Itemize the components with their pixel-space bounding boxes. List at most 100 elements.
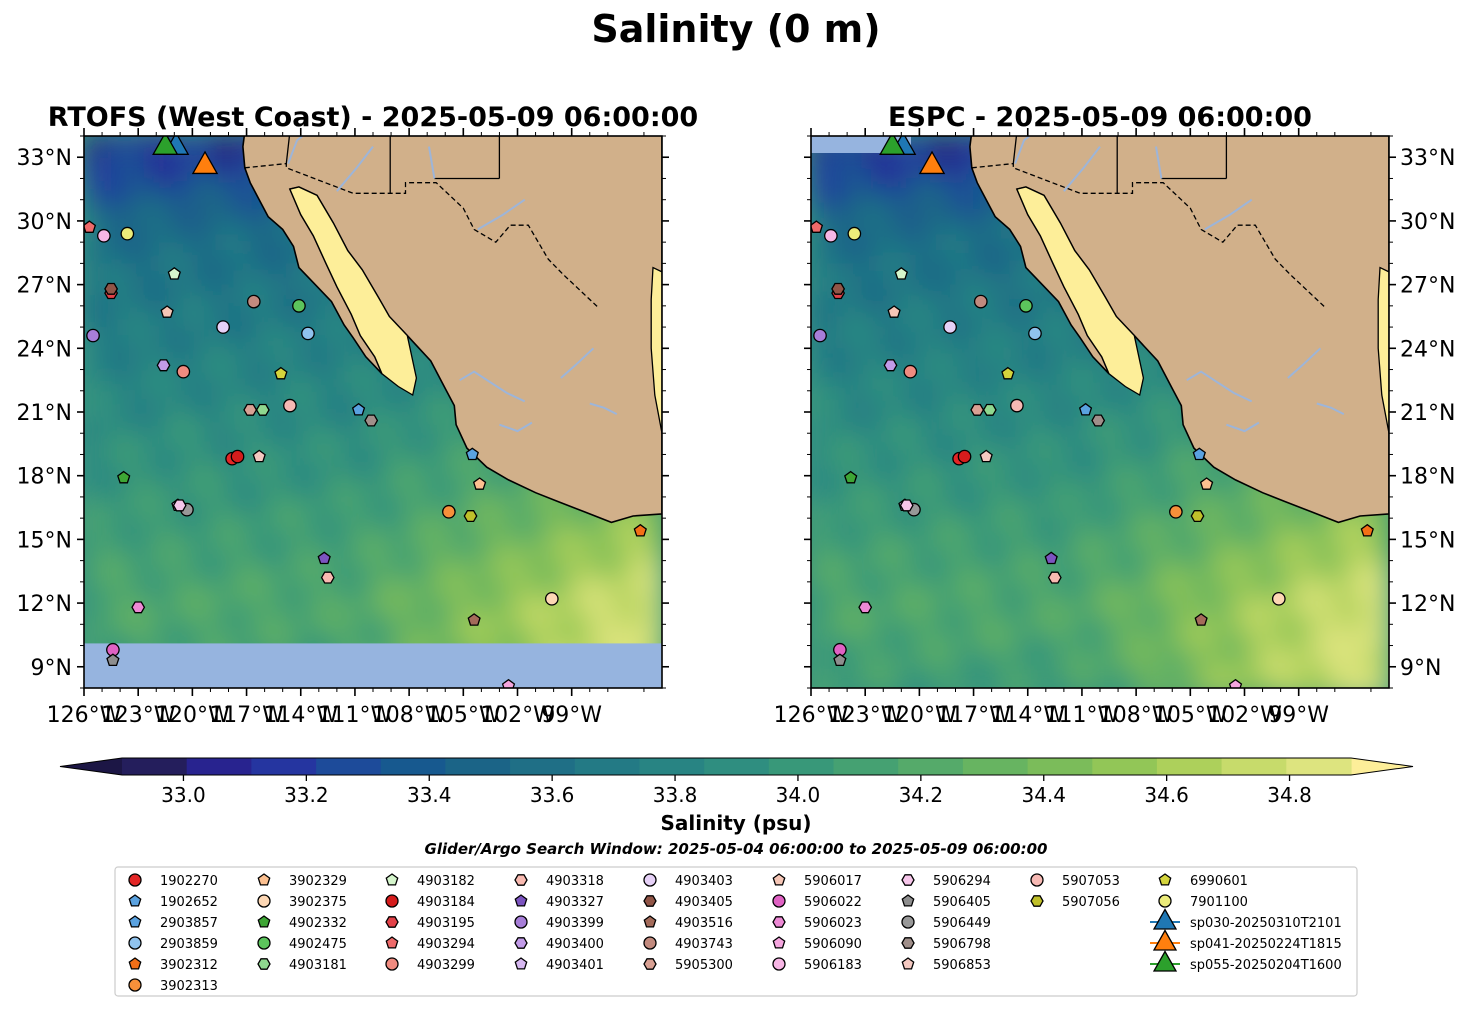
- colorbar-segment: [1156, 758, 1223, 775]
- river: [1287, 347, 1322, 379]
- legend-argo-marker: [128, 957, 142, 970]
- legend-label: 5907053: [1062, 874, 1120, 889]
- national-border: [971, 162, 1327, 309]
- argo-marker-5906017: [160, 305, 174, 318]
- legend-label: 4903327: [546, 895, 604, 910]
- legend-glider-marker: [1152, 908, 1178, 930]
- legend-label: 4903399: [546, 916, 604, 931]
- legend-argo-marker: [1158, 894, 1172, 908]
- legend-argo-marker: [128, 915, 142, 928]
- argo-marker-4903181: [982, 403, 997, 416]
- river: [287, 136, 305, 164]
- colorbar-segment: [251, 758, 317, 775]
- argo-marker-7901100: [120, 226, 135, 241]
- y-tick-label: 15°N: [17, 528, 72, 553]
- colorbar-tick-label: 33.6: [530, 783, 575, 807]
- argo-marker-5907053: [1010, 398, 1024, 413]
- legend-argo-marker: [901, 874, 915, 886]
- legend-argo-marker: [772, 873, 786, 886]
- y-tick-label: 33°N: [1400, 146, 1455, 171]
- y-tick-label: 18°N: [17, 465, 72, 490]
- argo-marker-4903184: [230, 449, 245, 464]
- argo-marker-5906798: [1091, 414, 1106, 427]
- legend-label: 5906449: [933, 916, 991, 931]
- legend-argo-marker: [772, 894, 786, 908]
- legend-argo-marker: [901, 957, 915, 970]
- legend-label: 1902652: [160, 895, 218, 910]
- colorbar-segment: [186, 758, 252, 775]
- legend-label: 2903859: [160, 937, 218, 952]
- legend-argo-marker: [1030, 873, 1044, 887]
- legend-label: 4903403: [675, 874, 733, 889]
- argo-marker-2903859: [1028, 326, 1042, 341]
- y-tick-label: 18°N: [1400, 465, 1455, 490]
- legend-argo-marker: [772, 916, 786, 928]
- legend-label: 4903294: [417, 937, 475, 952]
- search-window-note: Glider/Argo Search Window: 2025-05-04 06…: [425, 840, 1048, 858]
- legend-label: 4903182: [417, 874, 475, 889]
- argo-marker-5906853: [252, 449, 266, 463]
- x-tick-label: 123°W: [828, 703, 903, 728]
- argo-marker-4903405: [831, 282, 846, 295]
- river: [560, 347, 595, 379]
- legend-label: 4903743: [675, 937, 733, 952]
- legend-label: 4903400: [546, 937, 604, 952]
- legend-frame: [114, 866, 1358, 997]
- legend-argo-marker: [128, 978, 142, 992]
- argo-marker-4902332: [117, 470, 131, 484]
- argo-marker-5907056: [463, 510, 478, 523]
- argo-marker-6990601: [1001, 366, 1015, 380]
- legend: 1902270 1902652 2903857 2903859 3902312 39023…: [114, 866, 1358, 997]
- legend-argo-marker: [514, 894, 528, 907]
- argo-marker-5906405: [833, 653, 847, 667]
- x-tick-label: 108°W: [1099, 703, 1174, 728]
- x-tick-label: 102°W: [480, 703, 555, 728]
- colorbar-outline: [59, 757, 1414, 776]
- colorbar-segment: [445, 758, 511, 775]
- y-tick-label: 12°N: [17, 592, 72, 617]
- argo-marker-5906294: [172, 499, 187, 512]
- legend-argo-marker: [643, 895, 657, 907]
- colorbar-segment: [1092, 758, 1158, 775]
- colorbar: 33.0 33.2 33.4 33.6 33.8 34.0 34.2 34.4 34.6 34.8: [59, 757, 1414, 807]
- argo-marker-5907053: [283, 398, 297, 413]
- glider-marker-sp041-20250224T1815: [918, 150, 946, 175]
- state-border: [285, 136, 291, 164]
- argo-marker-4903318: [1047, 571, 1062, 584]
- colorbar-tick-label: 34.2: [899, 783, 944, 807]
- legend-argo-marker: [772, 957, 786, 971]
- y-tick-label: 21°N: [1400, 401, 1455, 426]
- colorbar-segment: [768, 758, 835, 775]
- legend-argo-marker: [901, 894, 915, 907]
- colorbar-segment: [639, 758, 705, 775]
- y-tick-label: 30°N: [1400, 210, 1455, 235]
- argo-marker-4903327: [317, 551, 331, 565]
- legend-label: 5906022: [804, 895, 862, 910]
- legend-label: 4903401: [546, 958, 604, 973]
- map-area: [811, 136, 1389, 688]
- colorbar-extend-high: [1351, 758, 1413, 775]
- argo-marker-4903182: [167, 266, 181, 280]
- legend-argo-marker: [643, 915, 657, 928]
- argo-marker-3902312: [1360, 523, 1374, 537]
- legend-label: 5906017: [804, 874, 862, 889]
- argo-marker-3902375: [544, 591, 559, 606]
- legend-glider-marker: [1152, 950, 1178, 972]
- colorbar-tick-label: 34.6: [1144, 783, 1189, 807]
- colorbar-segment: [1221, 758, 1287, 775]
- argo-marker-4903516: [1194, 613, 1208, 626]
- argo-marker-3902313: [1169, 504, 1183, 519]
- legend-label: 5906798: [933, 937, 991, 952]
- colorbar-tick-label: 33.8: [653, 783, 698, 807]
- x-tick-label: 99°W: [1268, 703, 1329, 728]
- argo-marker-5907056: [1190, 510, 1205, 523]
- river: [1063, 145, 1101, 192]
- legend-argo-marker: [514, 957, 528, 970]
- legend-argo-marker: [1030, 895, 1044, 907]
- map-area: [84, 136, 662, 688]
- legend-glider-marker: [1152, 929, 1178, 951]
- legend-argo-marker: [772, 936, 786, 949]
- argo-marker-6990601: [274, 366, 288, 380]
- river: [499, 421, 533, 433]
